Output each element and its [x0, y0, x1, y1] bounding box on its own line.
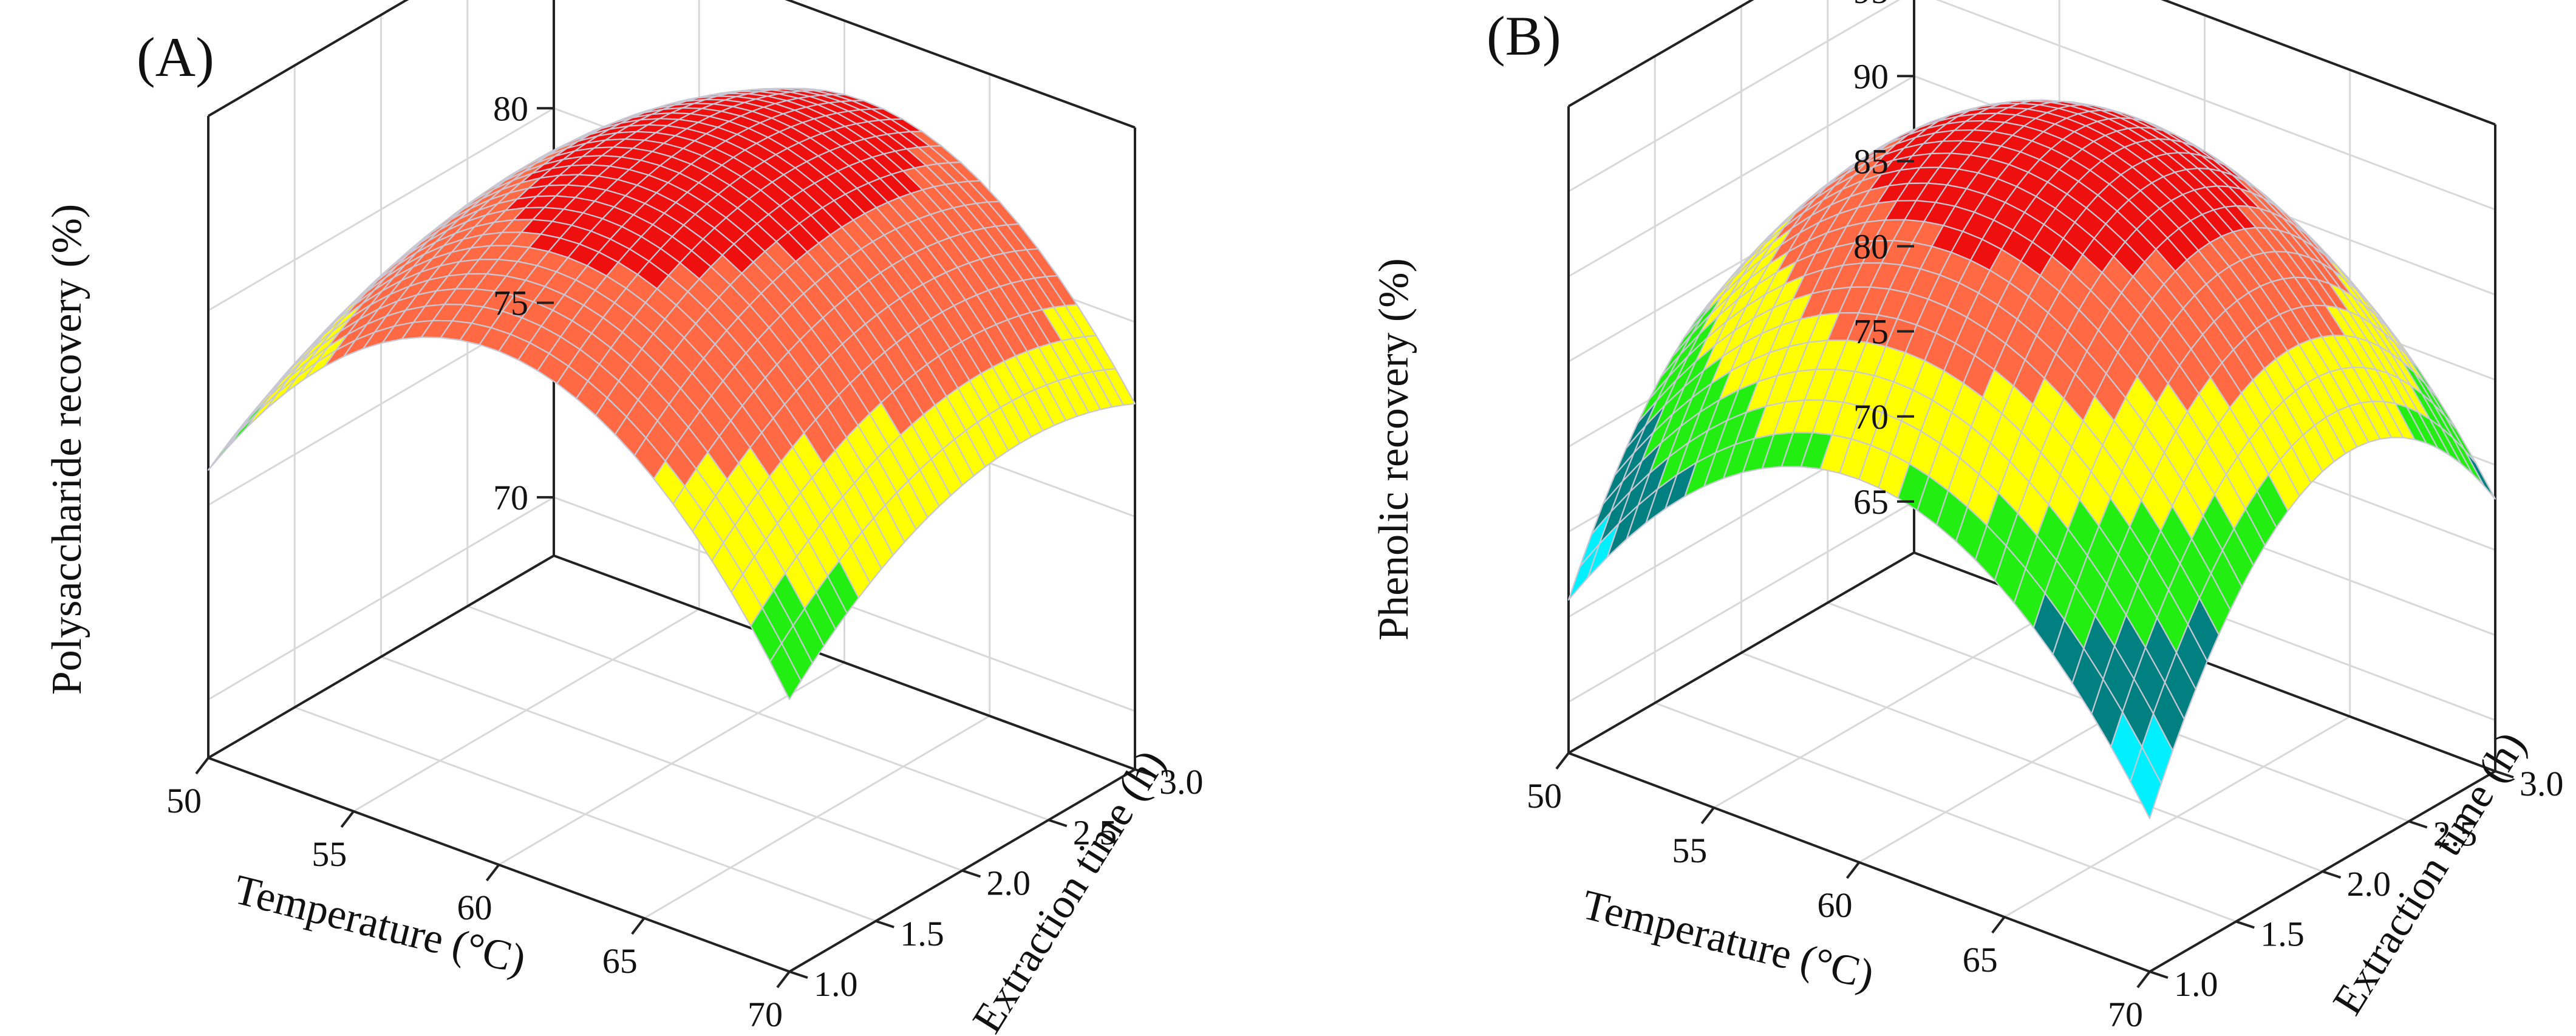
panel-a-y-tick-mark	[961, 869, 981, 878]
panel-b-y-tick-mark	[2322, 870, 2342, 879]
panel-a-floor-gridline	[643, 715, 990, 919]
panel-a-floor-gridline	[467, 605, 1049, 821]
panel-b-z-tick-label: 70	[1853, 397, 1889, 437]
panel-b-y-tick-label: 2.5	[2433, 814, 2478, 854]
panel-b-x-tick-mark	[1845, 861, 1861, 879]
panel-b-surface-patch	[2130, 746, 2162, 819]
panel-a-label: (A)	[137, 26, 214, 88]
panel-b-z-tick-label: 85	[1853, 141, 1889, 181]
panel-a-y-tick-mark	[875, 919, 894, 929]
panel-b-y-tick-mark	[2495, 770, 2514, 779]
panel-b-x-tick-mark	[2136, 970, 2151, 989]
panel-b-x-tick-label: 65	[1963, 940, 1998, 980]
panel-b-box-edge	[1567, 0, 1754, 107]
panel-a-z-axis-title: Polysaccharide recovery (%)	[44, 204, 90, 695]
panel-a-box-edge	[785, 0, 1136, 129]
panel-a-y-tick-label: 3.0	[1159, 762, 1204, 802]
panel-a-z-tick-label: 80	[493, 89, 528, 128]
panel-b-y-tick-mark	[2408, 820, 2428, 829]
panel-a-surface-patch	[769, 642, 802, 700]
panel-b-y-tick-label: 1.5	[2260, 915, 2305, 954]
panel-b-x-tick-mark	[1555, 752, 1570, 770]
panel-a-x-tick-label: 65	[602, 941, 638, 981]
panel-a-y-tick-mark	[1048, 819, 1068, 828]
panel-b-z-axis-title: Phenolic recovery (%)	[1371, 258, 1417, 641]
panel-a-x-tick-mark	[485, 864, 500, 882]
panel-a-ticks: 7075808550556065701.01.52.02.53.0	[166, 89, 1204, 1034]
panel-b-floor-gridline	[1740, 652, 2323, 873]
panel-a-x-tick-mark	[776, 970, 791, 989]
panel-b: (B) 6570758085909510050556065701.01.52.0…	[1371, 0, 2564, 1034]
panel-b-z-tick-label: 65	[1853, 482, 1889, 522]
panel-b-z-tick-label: 80	[1853, 227, 1889, 267]
panel-b-y-tick-label: 1.0	[2174, 964, 2218, 1004]
panel-b-z-tick-label: 95	[1853, 0, 1889, 11]
panel-a-box-edge	[207, 0, 409, 117]
panel-b-surface-patch	[1567, 543, 1600, 601]
panel-b-x-tick-label: 70	[2108, 995, 2143, 1034]
panel-b-y-tick-mark	[2149, 970, 2169, 979]
panel-a-x-tick-label: 70	[748, 995, 783, 1034]
panel-b-x-tick-label: 55	[1672, 831, 1707, 870]
panel-b-box-edge	[2161, 0, 2496, 126]
panel-b-x-tick-mark	[1700, 806, 1715, 825]
panel-b-x-tick-label: 60	[1818, 885, 1853, 925]
panel-b-box-edge	[1567, 551, 1915, 754]
panel-a-z-tick-label: 75	[493, 284, 528, 323]
panel-b-z-tick-label: 75	[1853, 312, 1889, 352]
panel-a-y-tick-label: 1.0	[814, 964, 858, 1004]
panel-a-x-tick-mark	[340, 810, 355, 828]
panel-a-x-tick-label: 60	[457, 888, 492, 927]
panel-b-y-tick-label: 3.0	[2520, 764, 2564, 803]
panel-b-floor-gridline	[2003, 715, 2351, 918]
panel-a-y-tick-mark	[1134, 768, 1154, 777]
panel-a-y-tick-mark	[789, 970, 808, 979]
panel-a-y-tick-label: 2.5	[1073, 813, 1117, 852]
panel-a-x-tick-label: 50	[166, 781, 202, 820]
panel-b-ticks: 6570758085909510050556065701.01.52.02.53…	[1527, 0, 2564, 1034]
panel-a-surface	[207, 87, 1136, 700]
panel-a: (A) 7075808550556065701.01.52.02.53.0 Po…	[44, 0, 1204, 1036]
panel-b-x-tick-label: 50	[1527, 776, 1562, 816]
panel-a-y-tick-label: 1.5	[900, 914, 944, 953]
panel-b-z-tick-label: 90	[1853, 56, 1889, 96]
panel-b-y-tick-mark	[2235, 920, 2255, 929]
panel-b-x-tick-mark	[1991, 916, 2006, 934]
panel-b-surface	[1567, 99, 2496, 819]
panel-a-box-edge	[207, 554, 555, 759]
panel-a-floor-gridline	[380, 656, 963, 871]
panel-a-y-tick-label: 2.0	[987, 864, 1031, 903]
panel-a-x-tick-mark	[631, 917, 646, 935]
panel-a-z-tick-label: 70	[493, 478, 528, 517]
panel-a-x-tick-label: 55	[312, 834, 347, 874]
panel-b-y-tick-label: 2.0	[2347, 864, 2391, 904]
panel-b-label: (B)	[1487, 5, 1561, 67]
panel-a-x-tick-mark	[195, 757, 210, 775]
panel-a-box-edge	[553, 554, 1136, 771]
panel-a-surface-patch	[246, 392, 279, 428]
